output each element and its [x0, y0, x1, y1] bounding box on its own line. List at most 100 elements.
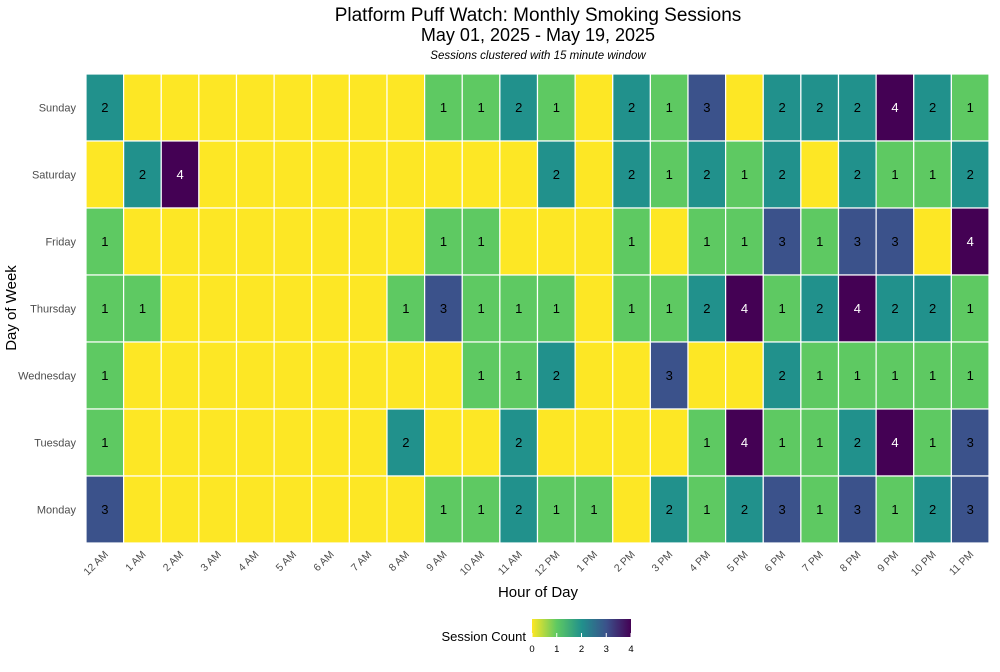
heatmap-cell: [461, 274, 501, 343]
heatmap-cell: [950, 73, 990, 142]
cell-value-label: 1: [891, 502, 898, 517]
heatmap-cell: [348, 274, 388, 343]
heatmap-cell: [461, 140, 501, 209]
y-tick-labels: Sunday Saturday Friday Thursday Wednesday Tue…: [18, 103, 76, 517]
chart-subtitle: May 01, 2025 - May 19, 2025: [421, 25, 655, 45]
cell-value-label: 3: [778, 502, 785, 517]
cell-value-label: 2: [515, 100, 522, 115]
heatmap-cell: [311, 207, 350, 276]
cell-value-label: 1: [628, 234, 635, 249]
cell-value-label: 2: [741, 502, 748, 517]
y-axis-label: Day of Week: [3, 265, 20, 351]
heatmap-cell: [461, 207, 501, 276]
heatmap-cell: [687, 207, 727, 276]
heatmap-cell: [461, 475, 501, 544]
heatmap-cell: [612, 408, 651, 477]
cell-value-label: 2: [929, 301, 936, 316]
heatmap-cell: [762, 274, 802, 343]
heatmap-cell: [85, 207, 125, 276]
heatmap-cell: [913, 408, 952, 477]
cell-value-label: 1: [477, 368, 484, 383]
heatmap-cell: [160, 274, 200, 343]
heatmap-cell: [198, 341, 238, 410]
cell-value-label: 2: [854, 167, 861, 182]
cell-value-label: 2: [778, 100, 785, 115]
heatmap-cell: [311, 140, 350, 209]
heatmap-cell: [273, 341, 313, 410]
x-tick-label: 5 AM: [274, 549, 299, 574]
heatmap-cell: [424, 207, 463, 276]
cell-value-label: 1: [778, 435, 785, 450]
y-tick-label: Tuesday: [34, 438, 76, 450]
cell-value-label: 1: [666, 100, 673, 115]
cell-value-label: 2: [628, 100, 635, 115]
cell-value-label: 1: [929, 435, 936, 450]
heatmap-cell: [950, 475, 990, 544]
cell-value-label: 1: [515, 301, 522, 316]
cell-value-label: 2: [967, 167, 974, 182]
heatmap-cell: [574, 408, 614, 477]
cell-value-label: 2: [628, 167, 635, 182]
x-tick-label: 10 AM: [458, 549, 488, 579]
heatmap-cell: [837, 274, 877, 343]
x-tick-label: 1 PM: [574, 549, 600, 575]
heatmap-cell: [913, 207, 952, 276]
heatmap-cell: [123, 475, 162, 544]
cell-value-label: 3: [666, 368, 673, 383]
heatmap-cell: [574, 207, 614, 276]
heatmap-cell: [123, 408, 162, 477]
heatmap-cell: [85, 140, 125, 209]
legend-ticks: 0 1 2 3 4: [529, 633, 634, 655]
heatmap-cell: [348, 207, 388, 276]
cell-value-label: 1: [741, 167, 748, 182]
cell-value-label: 4: [741, 301, 748, 316]
heatmap-cell: [198, 475, 238, 544]
heatmap-cell: [950, 341, 990, 410]
heatmap-cell: [800, 475, 840, 544]
cell-value-label: 1: [891, 167, 898, 182]
cell-value-label: 2: [553, 167, 560, 182]
cell-value-label: 1: [967, 368, 974, 383]
heatmap-cell: [800, 341, 840, 410]
x-tick-label: 10 PM: [909, 549, 939, 579]
heatmap-cell: [725, 73, 764, 142]
heatmap-cell: [800, 274, 840, 343]
cell-value-label: 2: [891, 301, 898, 316]
x-tick-labels: 12 AM 1 AM 2 AM 3 AM 4 AM 5 AM 6 AM 7 AM 8 AM 9 A…: [81, 549, 976, 579]
heatmap-cell: [612, 475, 651, 544]
heatmap-cell: [311, 73, 350, 142]
cell-value-label: 3: [854, 234, 861, 249]
heatmap-cell: [762, 140, 802, 209]
heatmap-cell: [386, 274, 426, 343]
cell-value-label: 1: [967, 301, 974, 316]
heatmap-cell: [235, 341, 275, 410]
heatmap-cell: [499, 408, 539, 477]
cell-value-label: 3: [854, 502, 861, 517]
heatmap-cells: 2 1 1 2 1 2 1 3 2 2 2 4 2 1 2 4 2 2 1 2 1 2 2 1 1 2 1 1 1 1 1 1 3 1 3 3 4 1 1 1…: [85, 73, 990, 544]
cell-value-label: 4: [891, 100, 898, 115]
x-tick-label: 7 AM: [349, 549, 374, 574]
heatmap-cell: [273, 408, 313, 477]
heatmap-cell: [612, 73, 651, 142]
heatmap-cell: [950, 274, 990, 343]
heatmap-cell: [649, 274, 689, 343]
cell-value-label: 1: [854, 368, 861, 383]
cell-value-label: 1: [703, 435, 710, 450]
legend-tick-label: 3: [604, 644, 609, 655]
cell-value-label: 1: [816, 502, 823, 517]
heatmap-cell: [837, 140, 877, 209]
x-tick-label: 1 AM: [123, 549, 148, 574]
heatmap-cell: [235, 207, 275, 276]
cell-value-label: 2: [854, 100, 861, 115]
cell-value-label: 1: [816, 435, 823, 450]
heatmap-cell: [85, 341, 125, 410]
x-tick-label: 6 AM: [311, 549, 336, 574]
x-tick-label: 12 AM: [81, 549, 111, 579]
cell-value-label: 2: [929, 100, 936, 115]
heatmap-cell: [574, 341, 614, 410]
legend-title: Session Count: [441, 629, 526, 644]
cell-value-label: 2: [929, 502, 936, 517]
heatmap-cell: [574, 140, 614, 209]
heatmap-cell: [536, 140, 576, 209]
